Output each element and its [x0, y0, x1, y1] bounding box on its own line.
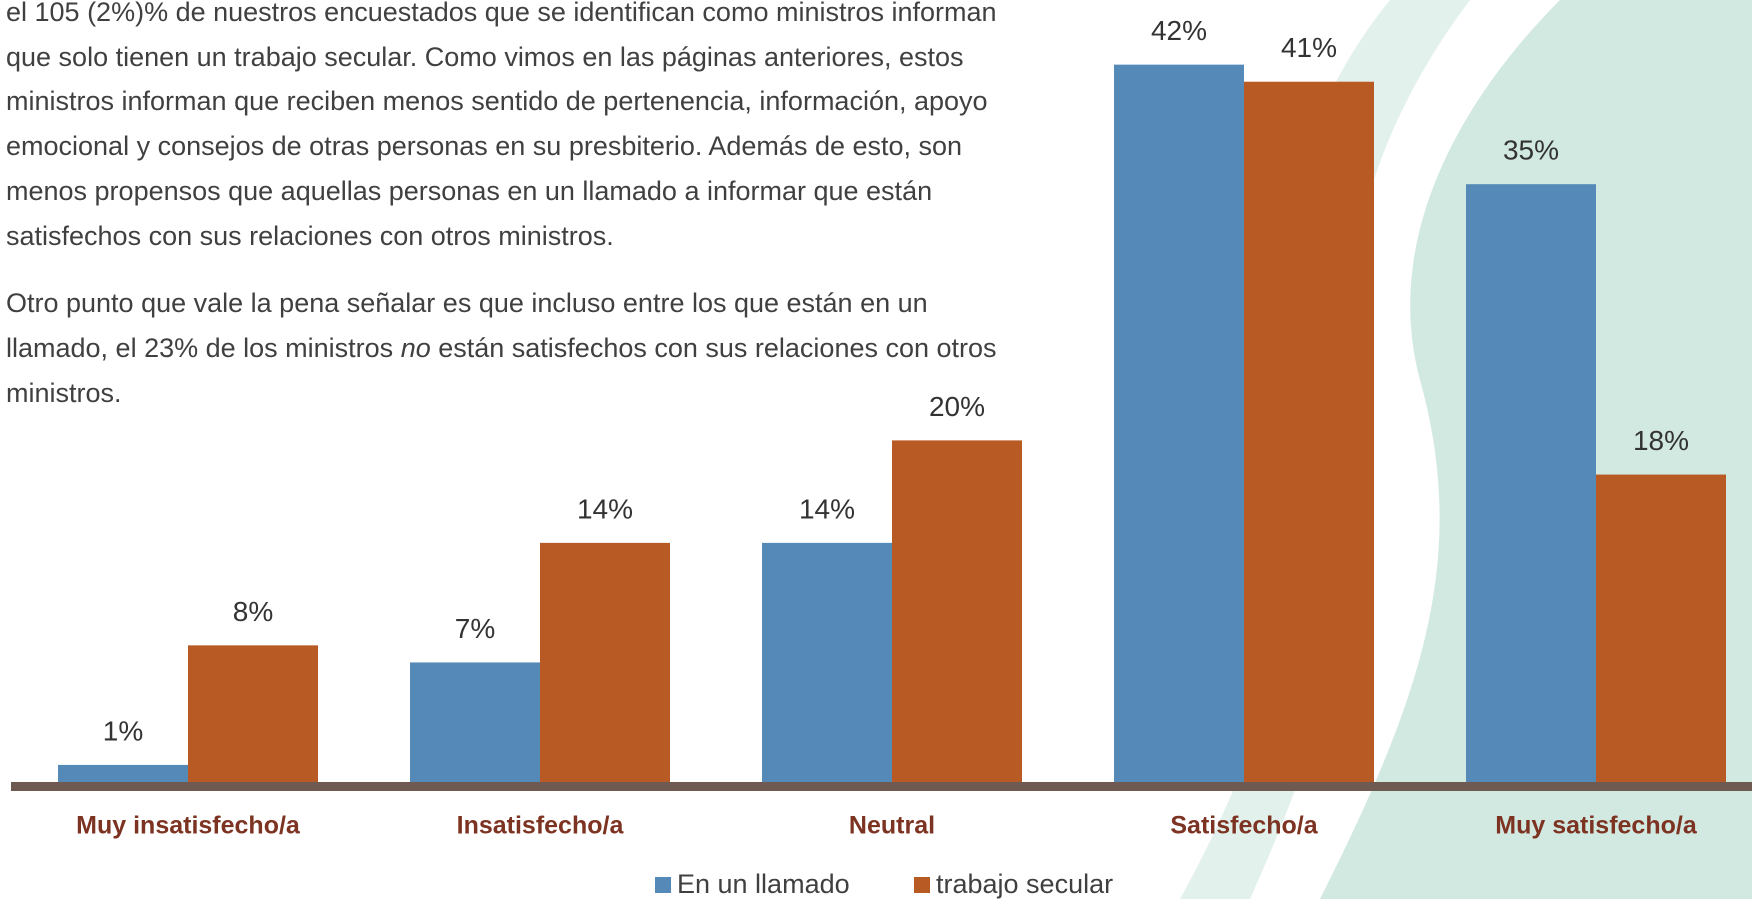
bar — [1596, 475, 1726, 782]
legend-label: En un llamado — [677, 869, 850, 899]
x-tick-label: Neutral — [849, 812, 935, 840]
bar — [58, 765, 188, 782]
paragraph: el 105 (2%)% de nuestros encuestados que… — [6, 0, 1006, 258]
value-label: 35% — [1503, 135, 1559, 166]
bar — [1466, 184, 1596, 782]
value-label: 18% — [1633, 425, 1689, 456]
value-label: 14% — [577, 493, 633, 524]
bar — [410, 662, 540, 782]
bar — [540, 543, 670, 782]
value-label: 7% — [455, 613, 495, 644]
legend-swatch — [914, 877, 930, 893]
bar — [1244, 82, 1374, 782]
value-label: 14% — [799, 493, 855, 524]
x-tick-label: Satisfecho/a — [1170, 812, 1318, 840]
bar — [892, 440, 1022, 782]
emphasis: no — [401, 333, 431, 363]
value-label: 41% — [1281, 32, 1337, 63]
legend-swatch — [655, 877, 671, 893]
value-label: 1% — [103, 715, 143, 746]
value-label: 42% — [1151, 15, 1207, 46]
page: 1%7%14%42%35%8%14%20%41%18%Muy insatisfe… — [0, 0, 1752, 899]
baseline — [11, 782, 1752, 791]
value-label: 8% — [233, 596, 273, 627]
legend-label: trabajo secular — [936, 869, 1113, 899]
bar — [762, 543, 892, 782]
x-tick-label: Insatisfecho/a — [457, 812, 625, 840]
intro-text: el 105 (2%)% de nuestros encuestados que… — [6, 0, 1006, 438]
x-tick-label: Muy insatisfecho/a — [76, 812, 301, 840]
bar — [188, 645, 318, 782]
bar — [1114, 65, 1244, 782]
paragraph: Otro punto que vale la pena señalar es q… — [6, 281, 1006, 415]
x-tick-label: Muy satisfecho/a — [1495, 812, 1698, 840]
